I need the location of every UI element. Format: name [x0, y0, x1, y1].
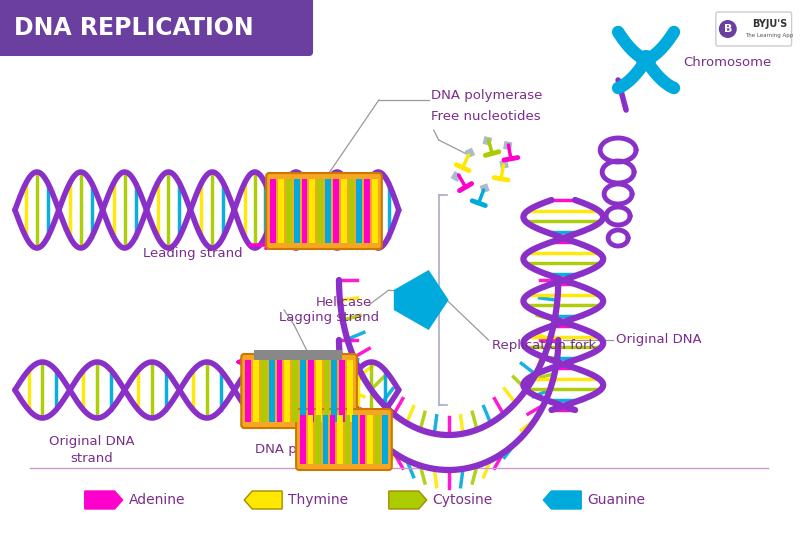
Text: Replication fork: Replication fork	[491, 338, 596, 352]
Bar	[341, 179, 346, 243]
Text: B: B	[723, 24, 732, 34]
Bar	[465, 148, 475, 158]
Bar	[286, 179, 292, 243]
Bar	[375, 415, 380, 464]
Bar	[307, 415, 313, 464]
Bar	[269, 360, 274, 422]
Bar	[345, 415, 350, 464]
FancyBboxPatch shape	[242, 354, 357, 428]
Bar	[261, 360, 266, 422]
Text: Thymine: Thymine	[288, 493, 348, 507]
Bar	[367, 415, 373, 464]
Text: DNA polymerase: DNA polymerase	[430, 89, 542, 101]
Circle shape	[636, 50, 656, 70]
Bar	[330, 415, 335, 464]
Text: Chromosome: Chromosome	[683, 55, 771, 69]
Bar	[333, 179, 338, 243]
Bar	[246, 360, 251, 422]
Text: Leading strand: Leading strand	[142, 246, 242, 259]
Text: Lagging strand: Lagging strand	[278, 311, 379, 324]
Bar	[372, 179, 378, 243]
Text: BYJU'S: BYJU'S	[752, 19, 787, 29]
Text: Helicase: Helicase	[316, 295, 372, 308]
Text: The Learning App: The Learning App	[746, 33, 794, 39]
Bar	[277, 360, 282, 422]
Circle shape	[719, 20, 737, 38]
Polygon shape	[244, 491, 282, 509]
Bar	[254, 350, 342, 360]
Text: Free nucleotides: Free nucleotides	[430, 111, 540, 124]
Bar	[325, 179, 331, 243]
Bar	[294, 179, 299, 243]
Polygon shape	[85, 491, 122, 509]
Bar	[292, 360, 298, 422]
Bar	[356, 179, 362, 243]
Bar	[479, 183, 490, 193]
Bar	[300, 415, 306, 464]
Bar	[347, 360, 353, 422]
FancyBboxPatch shape	[716, 12, 791, 46]
Bar	[353, 415, 358, 464]
Text: Adenine: Adenine	[129, 493, 185, 507]
Bar	[349, 179, 354, 243]
Polygon shape	[389, 491, 426, 509]
Text: Original DNA
strand: Original DNA strand	[49, 435, 134, 465]
Bar	[270, 179, 276, 243]
Bar	[364, 179, 370, 243]
Bar	[310, 179, 315, 243]
Bar	[253, 360, 259, 422]
FancyBboxPatch shape	[0, 0, 313, 56]
Polygon shape	[543, 491, 582, 509]
Bar	[315, 415, 321, 464]
Bar	[300, 360, 306, 422]
Bar	[360, 415, 366, 464]
Bar	[308, 360, 314, 422]
Bar	[331, 360, 338, 422]
Bar	[322, 415, 328, 464]
Bar	[338, 415, 343, 464]
Text: DNA REPLICATION: DNA REPLICATION	[14, 16, 254, 40]
Polygon shape	[394, 270, 449, 330]
Text: Cytosine: Cytosine	[433, 493, 493, 507]
Bar	[382, 415, 388, 464]
Text: Original DNA: Original DNA	[616, 333, 702, 346]
Bar	[317, 179, 323, 243]
Bar	[482, 136, 492, 146]
Bar	[285, 360, 290, 422]
Bar	[302, 179, 307, 243]
Bar	[323, 360, 330, 422]
Bar	[450, 171, 462, 182]
Bar	[339, 360, 345, 422]
FancyBboxPatch shape	[296, 409, 392, 470]
FancyBboxPatch shape	[266, 173, 382, 249]
Bar	[316, 360, 322, 422]
Text: Guanine: Guanine	[587, 493, 646, 507]
Bar	[503, 141, 512, 150]
Bar	[278, 179, 284, 243]
Text: DNA polymerase: DNA polymerase	[255, 444, 366, 456]
Bar	[499, 159, 509, 169]
